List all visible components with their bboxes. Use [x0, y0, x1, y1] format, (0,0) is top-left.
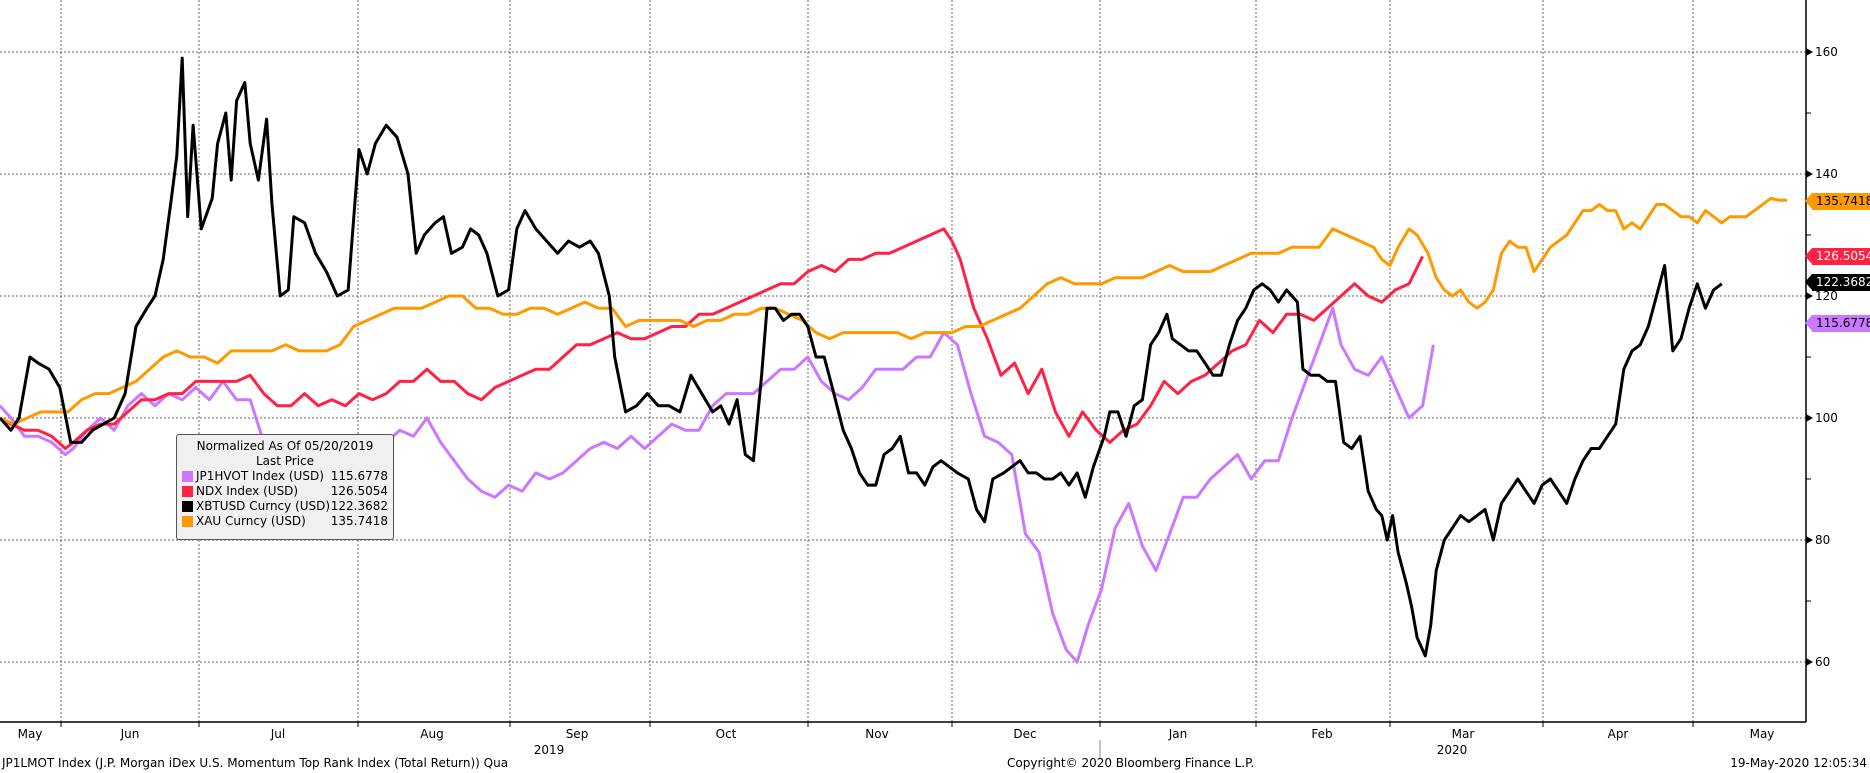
y-tick-label: 80	[1815, 533, 1830, 547]
legend-swatch	[182, 471, 193, 482]
series-line	[0, 56, 1723, 658]
y-tick-label: 140	[1815, 167, 1838, 181]
x-tick-label: Jun	[120, 727, 140, 741]
legend-swatch	[182, 516, 193, 527]
footer-timestamp: 19-May-2020 12:05:34	[1730, 756, 1867, 770]
x-tick-label: May	[18, 727, 43, 741]
x-tick-label: Jul	[270, 727, 285, 741]
axes: 60 80 100 120 140 160 May Jun Jul Aug Sep Oct Nov Dec…	[0, 0, 1838, 758]
series-line	[0, 196, 1787, 426]
x-tick-label: Feb	[1311, 727, 1332, 741]
footer-security-description: JP1LMOT Index (J.P. Morgan iDex U.S. Mom…	[2, 756, 509, 770]
legend-item-xbtusd: XBTUSD Curncy (USD) 122.3682	[182, 499, 388, 514]
legend-item-ndx: NDX Index (USD) 126.5054	[182, 484, 388, 499]
y-tick-label: 100	[1815, 411, 1838, 425]
x-year-label: 2019	[534, 743, 565, 757]
x-year-label: 2020	[1437, 743, 1468, 757]
x-tick-label: May	[1750, 727, 1775, 741]
legend-swatch	[182, 501, 193, 512]
y-tick-label: 60	[1815, 655, 1830, 669]
series-line	[0, 227, 1424, 450]
footer-copyright: Copyright© 2020 Bloomberg Finance L.P.	[1007, 756, 1255, 770]
last-price-tag-ndx: 126.5054	[1804, 248, 1870, 265]
gridlines	[0, 0, 1806, 722]
series-line	[0, 306, 1435, 664]
y-tick-label: 160	[1815, 45, 1838, 59]
last-price-tag-jp1hvot: 115.6778	[1804, 315, 1870, 332]
x-tick-label: Mar	[1452, 727, 1475, 741]
series-lines	[0, 56, 1787, 664]
last-price-tag-xau: 135.7418	[1804, 193, 1870, 210]
legend-item-xau: XAU Curncy (USD) 135.7418	[182, 514, 388, 529]
x-tick-label: Dec	[1013, 727, 1036, 741]
chart-legend: Normalized As Of 05/20/2019 Last Price J…	[176, 434, 394, 540]
last-price-tag-xbtusd: 122.3682	[1804, 274, 1870, 291]
x-tick-label: Nov	[865, 727, 888, 741]
x-tick-label: Jan	[1168, 727, 1188, 741]
x-tick-label: Oct	[716, 727, 737, 741]
x-tick-label: Sep	[566, 727, 589, 741]
legend-item-jp1hvot: JP1HVOT Index (USD) 115.6778	[182, 469, 388, 484]
legend-swatch	[182, 486, 193, 497]
x-tick-label: Aug	[420, 727, 443, 741]
x-tick-label: Apr	[1608, 727, 1629, 741]
y-tick-label: 120	[1815, 289, 1838, 303]
legend-subtitle: Last Price	[255, 454, 315, 468]
legend-title: Normalized As Of 05/20/2019	[196, 439, 374, 453]
